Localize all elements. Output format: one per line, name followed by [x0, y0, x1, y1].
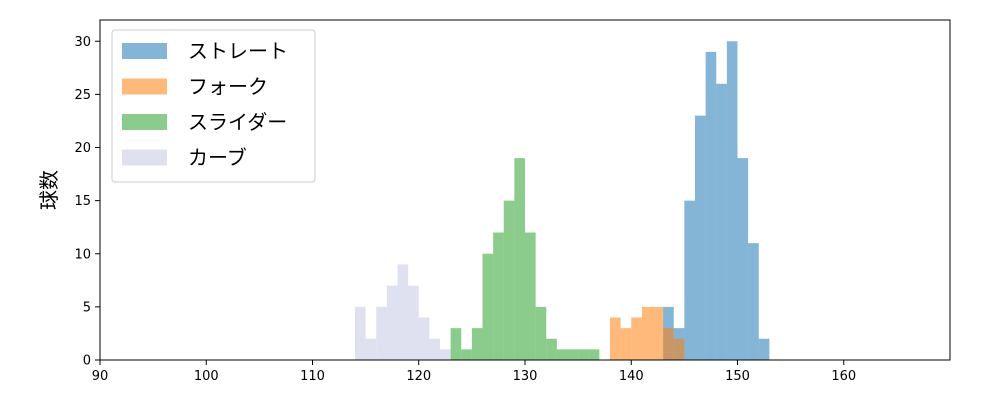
- histogram-bar: [482, 253, 494, 360]
- histogram-bar: [525, 232, 536, 360]
- histogram-bar: [641, 306, 653, 360]
- series-1: [610, 306, 685, 360]
- legend-swatch: [122, 114, 167, 130]
- histogram-bar: [365, 338, 377, 360]
- y-tick-label: 30: [74, 35, 91, 50]
- histogram-bar: [376, 306, 387, 360]
- series-2: [450, 158, 600, 360]
- histogram-bar: [535, 306, 547, 360]
- histogram-bar: [355, 306, 366, 360]
- series-3: [355, 264, 451, 360]
- x-axis: 90 100 110 120 130 140 150 160: [92, 360, 856, 384]
- histogram-bar: [440, 349, 451, 360]
- histogram-bar: [471, 328, 483, 360]
- x-tick-label: 130: [513, 369, 538, 384]
- x-tick-label: 90: [92, 369, 109, 384]
- legend-swatch: [122, 78, 167, 95]
- histogram-bar: [620, 328, 632, 360]
- y-tick-label: 5: [83, 300, 91, 315]
- x-tick-label: 140: [619, 369, 644, 384]
- y-tick-label: 15: [74, 194, 91, 209]
- x-tick-label: 120: [406, 369, 431, 384]
- histogram-bar: [758, 338, 770, 360]
- y-tick-label: 20: [74, 141, 91, 156]
- y-tick-label: 25: [74, 88, 91, 103]
- histogram-bar: [397, 264, 409, 360]
- legend-box: [111, 29, 316, 183]
- histogram-bar: [588, 349, 600, 360]
- histogram-bar: [695, 115, 706, 360]
- histogram-bar: [610, 317, 621, 360]
- y-tick-label: 0: [83, 354, 91, 369]
- histogram-bar: [556, 349, 568, 360]
- histogram-bar: [737, 158, 749, 360]
- histogram-bar: [461, 349, 472, 360]
- histogram-bar: [716, 83, 727, 360]
- histogram-bar: [567, 349, 579, 360]
- histogram-bar: [663, 328, 674, 360]
- bars-layer: [355, 41, 770, 360]
- histogram-bar: [418, 317, 430, 360]
- histogram-bar: [514, 158, 525, 360]
- histogram-bar: [684, 200, 695, 360]
- series-0: [663, 41, 770, 360]
- y-axis-title: 球数: [37, 170, 61, 210]
- histogram-bar: [546, 338, 557, 360]
- legend-label: ストレート: [188, 39, 288, 63]
- y-axis: 0 5 10 15 20 25 30: [74, 35, 100, 369]
- histogram-bar: [748, 243, 759, 360]
- histogram-bar: [631, 317, 642, 360]
- legend-swatch: [122, 149, 167, 166]
- legend-label: フォーク: [188, 75, 268, 99]
- histogram-bar: [493, 232, 504, 360]
- x-tick-label: 160: [831, 369, 856, 384]
- histogram-bar: [408, 285, 419, 360]
- y-tick-label: 10: [74, 247, 91, 262]
- histogram-bar: [673, 338, 685, 360]
- histogram-bar: [450, 328, 462, 360]
- legend-swatch: [122, 43, 167, 59]
- histogram-bar: [726, 41, 738, 360]
- x-tick-label: 100: [194, 369, 219, 384]
- legend-label: カーブ: [188, 146, 247, 170]
- histogram-bar: [705, 51, 717, 360]
- x-tick-label: 110: [300, 369, 325, 384]
- histogram-bar: [386, 285, 398, 360]
- histogram-bar: [578, 349, 589, 360]
- x-tick-label: 150: [725, 369, 750, 384]
- legend-label: スライダー: [188, 110, 287, 134]
- histogram-bar: [652, 306, 664, 360]
- histogram-bar: [429, 338, 440, 360]
- histogram-bar: [503, 200, 515, 360]
